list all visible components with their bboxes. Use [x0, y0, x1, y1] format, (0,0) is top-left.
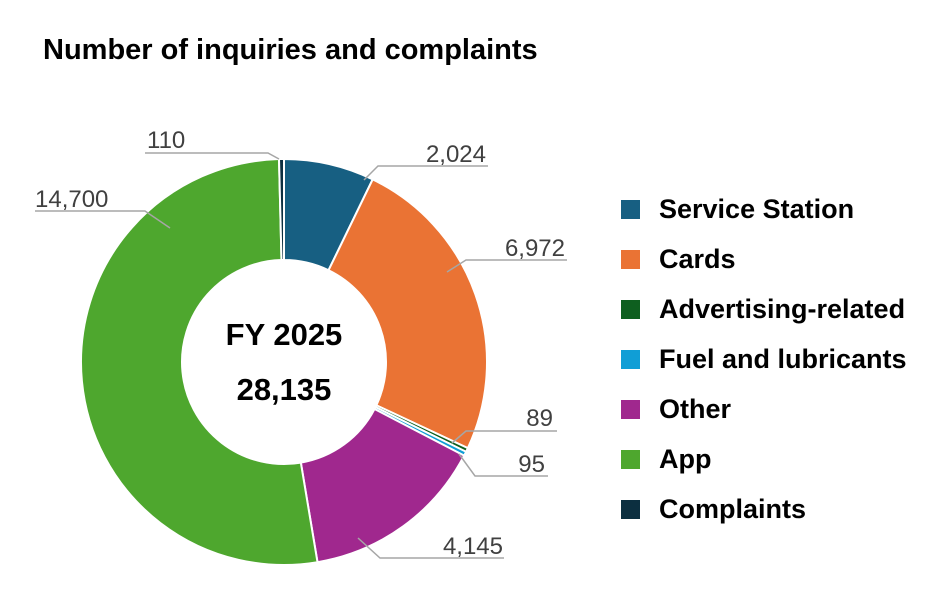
- data-label-advertising-related: 89: [526, 405, 553, 432]
- legend-swatch: [621, 499, 640, 519]
- legend-swatch: [621, 199, 640, 219]
- legend-label: Other: [659, 393, 732, 424]
- leader-line-other: [357, 537, 504, 559]
- leader-line-advertising-related: [451, 430, 557, 444]
- data-labels: 2,024 6,972 89 95 4,145 14,700 110: [35, 127, 565, 560]
- data-label-other: 4,145: [443, 533, 503, 560]
- slice-cards: [327, 178, 488, 450]
- center-label: FY 2025: [226, 317, 343, 352]
- data-label-service-station: 2,024: [426, 141, 486, 168]
- data-label-fuel-and-lubricants: 95: [518, 451, 545, 478]
- legend-swatch: [621, 449, 640, 469]
- chart-title: Number of inquiries and complaints: [43, 34, 538, 66]
- donut-slices: [80, 157, 488, 566]
- data-label-app: 14,700: [35, 186, 108, 213]
- legend-label: App: [659, 443, 712, 474]
- legend-item-cards: Cards: [621, 234, 907, 284]
- legend: Service Station Cards Advertising-related F…: [621, 184, 907, 534]
- leader-line-app: [35, 210, 171, 229]
- legend-item-advertising-related: Advertising-related: [621, 284, 907, 334]
- legend-item-app: App: [621, 434, 907, 484]
- slice-complaints: [277, 157, 285, 262]
- legend-item-service-station: Service Station: [621, 184, 907, 234]
- legend-label: Advertising-related: [659, 293, 906, 324]
- legend-item-fuel-and-lubricants: Fuel and lubricants: [621, 334, 907, 384]
- center-total: 28,135: [237, 372, 332, 407]
- leader-line-complaints: [145, 152, 280, 160]
- legend-swatch: [621, 299, 640, 319]
- leader-line-service-station: [363, 165, 488, 181]
- legend-swatch: [621, 249, 640, 269]
- data-label-cards: 6,972: [505, 235, 565, 262]
- data-label-complaints: 110: [147, 127, 185, 154]
- legend-swatch: [621, 349, 640, 369]
- legend-label: Fuel and lubricants: [659, 343, 907, 374]
- legend-label: Service Station: [659, 193, 855, 224]
- leader-lines: [35, 152, 567, 559]
- legend-label: Complaints: [659, 493, 807, 524]
- legend-swatch: [621, 399, 640, 419]
- slice-app: [80, 158, 319, 566]
- leader-line-cards: [446, 259, 567, 273]
- legend-label: Cards: [659, 243, 736, 274]
- legend-item-complaints: Complaints: [621, 484, 907, 534]
- legend-item-other: Other: [621, 384, 907, 434]
- leader-line-fuel-and-lubricants: [458, 453, 548, 477]
